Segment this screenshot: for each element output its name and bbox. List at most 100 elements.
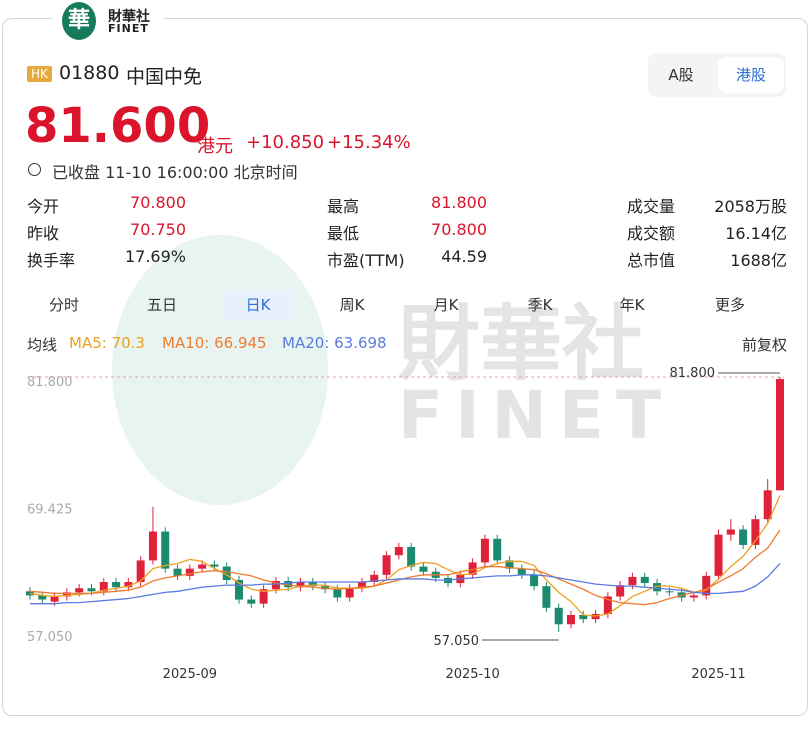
watermark-text-en: FINET bbox=[398, 377, 673, 454]
candle-body bbox=[296, 582, 305, 588]
stat-label: 最低 bbox=[327, 224, 360, 243]
tab[interactable]: 分时 bbox=[48, 296, 79, 314]
candle-body bbox=[124, 582, 133, 588]
price: 81.600 bbox=[25, 98, 211, 154]
stat-value: 1688亿 bbox=[730, 251, 787, 270]
tab-active[interactable]: 日K bbox=[223, 290, 293, 320]
candle-body bbox=[345, 588, 354, 598]
candle-body bbox=[271, 581, 280, 590]
stat-value: 44.59 bbox=[441, 247, 487, 266]
candle-body bbox=[62, 592, 71, 597]
candle-body bbox=[148, 531, 157, 561]
candle-body bbox=[210, 564, 219, 567]
y-tick-label: 81.800 bbox=[27, 375, 73, 390]
legend-item: MA20: 63.698 bbox=[282, 334, 387, 352]
candle-body bbox=[50, 596, 59, 602]
candle-body bbox=[161, 531, 170, 569]
candle-body bbox=[763, 490, 772, 520]
tab[interactable]: 周K bbox=[339, 296, 365, 314]
status: 已收盘 11-10 16:00:00 北京时间 bbox=[52, 163, 298, 182]
candle-body bbox=[136, 560, 145, 583]
market-option[interactable]: A股 bbox=[668, 66, 694, 84]
stat-label: 今开 bbox=[27, 197, 60, 216]
tab[interactable]: 更多 bbox=[714, 296, 745, 314]
candle-body bbox=[579, 615, 588, 620]
max-label: 81.800 bbox=[670, 366, 716, 381]
candle-body bbox=[603, 596, 612, 614]
legend-item: MA5: 70.3 bbox=[69, 334, 145, 352]
candle-body bbox=[112, 582, 121, 588]
change: +10.850 bbox=[246, 132, 325, 153]
stat-label: 最高 bbox=[327, 197, 360, 216]
candle-body bbox=[542, 586, 551, 608]
candle-body bbox=[394, 547, 403, 556]
stat-value: 70.800 bbox=[130, 193, 186, 212]
brand-en: FINET bbox=[108, 22, 149, 35]
candle-body bbox=[468, 562, 477, 575]
candle-body bbox=[333, 589, 342, 598]
tab[interactable]: 年K bbox=[619, 296, 645, 314]
candle-body bbox=[653, 583, 662, 592]
candle-body bbox=[714, 534, 723, 576]
tab[interactable]: 月K bbox=[433, 296, 459, 314]
x-tick-label: 2025-11 bbox=[691, 667, 745, 682]
candle-body bbox=[566, 615, 575, 625]
tab[interactable]: 季K bbox=[527, 296, 553, 314]
candle-body bbox=[87, 588, 96, 592]
logo: 華 財華社 FINET bbox=[52, 0, 164, 40]
stat-value: 81.800 bbox=[431, 193, 487, 212]
stat-value: 70.750 bbox=[130, 220, 186, 239]
market-badge: HK bbox=[27, 66, 52, 82]
candle-body bbox=[99, 582, 108, 592]
candle-body bbox=[308, 582, 317, 587]
candle-body bbox=[222, 566, 231, 580]
legend-item: MA10: 66.945 bbox=[162, 334, 267, 352]
y-tick-label: 69.425 bbox=[27, 503, 73, 518]
brand: 財華社 bbox=[108, 9, 150, 25]
candle-body bbox=[419, 566, 428, 572]
candle-body bbox=[726, 529, 735, 535]
candle-body bbox=[505, 560, 514, 569]
stat-label: 成交量 bbox=[627, 197, 676, 216]
tab[interactable]: 五日 bbox=[146, 296, 177, 314]
candle-body bbox=[689, 595, 698, 598]
logo-mark: 華 bbox=[62, 2, 96, 40]
stat-value: 70.800 bbox=[431, 220, 487, 239]
candle-body bbox=[284, 581, 293, 588]
candle-body bbox=[235, 579, 244, 600]
x-tick-label: 2025-09 bbox=[163, 667, 217, 682]
stat-label: 市盈(TTM) bbox=[327, 251, 405, 270]
change-pct: +15.34% bbox=[327, 132, 411, 153]
stock-code: 01880 bbox=[59, 62, 120, 84]
candle-body bbox=[259, 589, 268, 604]
candle-body bbox=[75, 588, 84, 593]
stat-label: 昨收 bbox=[27, 224, 60, 243]
x-tick-label: 2025-10 bbox=[445, 667, 499, 682]
status-icon bbox=[28, 163, 41, 176]
candle-body bbox=[616, 585, 625, 597]
stat-value: 17.69% bbox=[124, 247, 186, 266]
candle-body bbox=[370, 574, 379, 583]
candle-body bbox=[173, 568, 182, 576]
candle-body bbox=[517, 568, 526, 575]
market-option-active[interactable]: 港股 bbox=[718, 57, 784, 93]
candle-body bbox=[665, 591, 674, 593]
y-tick-label: 57.050 bbox=[27, 630, 73, 645]
candle-body bbox=[357, 582, 366, 589]
adjust-label[interactable]: 前复权 bbox=[741, 336, 787, 354]
card bbox=[2, 18, 808, 716]
candle-body bbox=[480, 538, 489, 563]
candle-body bbox=[554, 607, 563, 625]
candle-body bbox=[407, 547, 416, 567]
candle-body bbox=[198, 564, 207, 569]
stat-label: 成交额 bbox=[627, 224, 676, 243]
candle-body bbox=[776, 379, 784, 491]
candle-body bbox=[530, 574, 539, 587]
min-label: 57.050 bbox=[434, 634, 480, 649]
candle-body bbox=[493, 538, 502, 561]
market-toggle: A股 港股 bbox=[648, 53, 786, 97]
candle-body bbox=[628, 576, 637, 586]
candle-body bbox=[751, 519, 760, 545]
